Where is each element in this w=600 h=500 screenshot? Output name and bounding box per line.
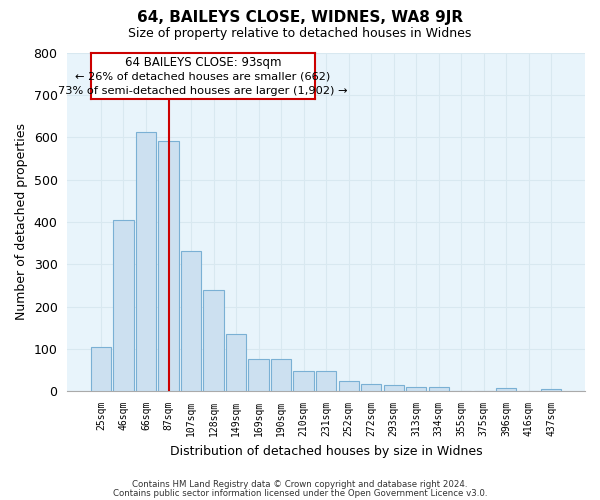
Y-axis label: Number of detached properties: Number of detached properties <box>15 124 28 320</box>
Bar <box>361 384 382 391</box>
Bar <box>203 290 224 391</box>
Bar <box>406 387 427 391</box>
Bar <box>496 388 517 391</box>
Bar <box>383 385 404 391</box>
Bar <box>316 371 336 391</box>
Bar <box>113 220 134 391</box>
Text: ← 26% of detached houses are smaller (662): ← 26% of detached houses are smaller (66… <box>75 72 331 82</box>
Bar <box>136 132 156 391</box>
Bar <box>248 360 269 391</box>
Text: 64, BAILEYS CLOSE, WIDNES, WA8 9JR: 64, BAILEYS CLOSE, WIDNES, WA8 9JR <box>137 10 463 25</box>
Text: Contains HM Land Registry data © Crown copyright and database right 2024.: Contains HM Land Registry data © Crown c… <box>132 480 468 489</box>
Bar <box>226 334 246 391</box>
Bar <box>338 380 359 391</box>
Bar <box>541 389 562 391</box>
Bar <box>158 142 179 391</box>
Bar <box>91 346 111 391</box>
Text: Size of property relative to detached houses in Widnes: Size of property relative to detached ho… <box>128 28 472 40</box>
Bar <box>181 252 201 391</box>
Text: Contains public sector information licensed under the Open Government Licence v3: Contains public sector information licen… <box>113 488 487 498</box>
Text: 73% of semi-detached houses are larger (1,902) →: 73% of semi-detached houses are larger (… <box>58 86 347 96</box>
Bar <box>271 360 291 391</box>
Bar <box>293 371 314 391</box>
Text: 64 BAILEYS CLOSE: 93sqm: 64 BAILEYS CLOSE: 93sqm <box>125 56 281 69</box>
Bar <box>428 387 449 391</box>
X-axis label: Distribution of detached houses by size in Widnes: Distribution of detached houses by size … <box>170 444 482 458</box>
